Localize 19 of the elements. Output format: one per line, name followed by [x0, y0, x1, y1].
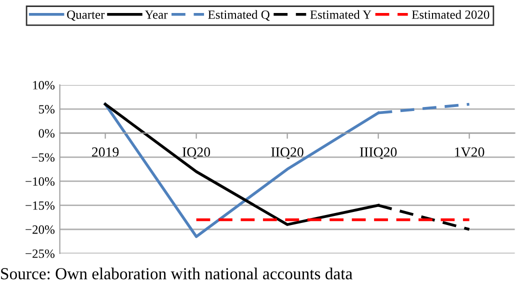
y-tick-label: 10% [33, 80, 55, 90]
y-tick-label: −25% [26, 249, 55, 258]
legend-label: Year [144, 10, 168, 19]
y-tick-label: 5% [39, 105, 55, 114]
y-tick-label: −15% [26, 201, 55, 210]
legend-label: Estimated 2020 [412, 10, 490, 19]
legend-label: Quarter [67, 10, 105, 21]
y-tick-label: −20% [26, 225, 55, 234]
x-tick-label: IIQ20 [271, 147, 304, 159]
y-tick-label: −5% [32, 153, 55, 162]
legend-label: Estimated Y [310, 10, 372, 19]
y-tick-label: −10% [26, 177, 55, 186]
x-tick-label: IIIQ20 [360, 147, 397, 159]
legend-label: Estimated Q [208, 10, 270, 21]
source-note: Source: Own elaboration with national accounts data [1, 268, 352, 280]
x-tick-label: 1V20 [455, 147, 484, 157]
y-tick-label: 0% [38, 129, 55, 138]
x-tick-label: 2019 [92, 147, 119, 157]
x-tick-label: IQ20 [182, 147, 210, 159]
